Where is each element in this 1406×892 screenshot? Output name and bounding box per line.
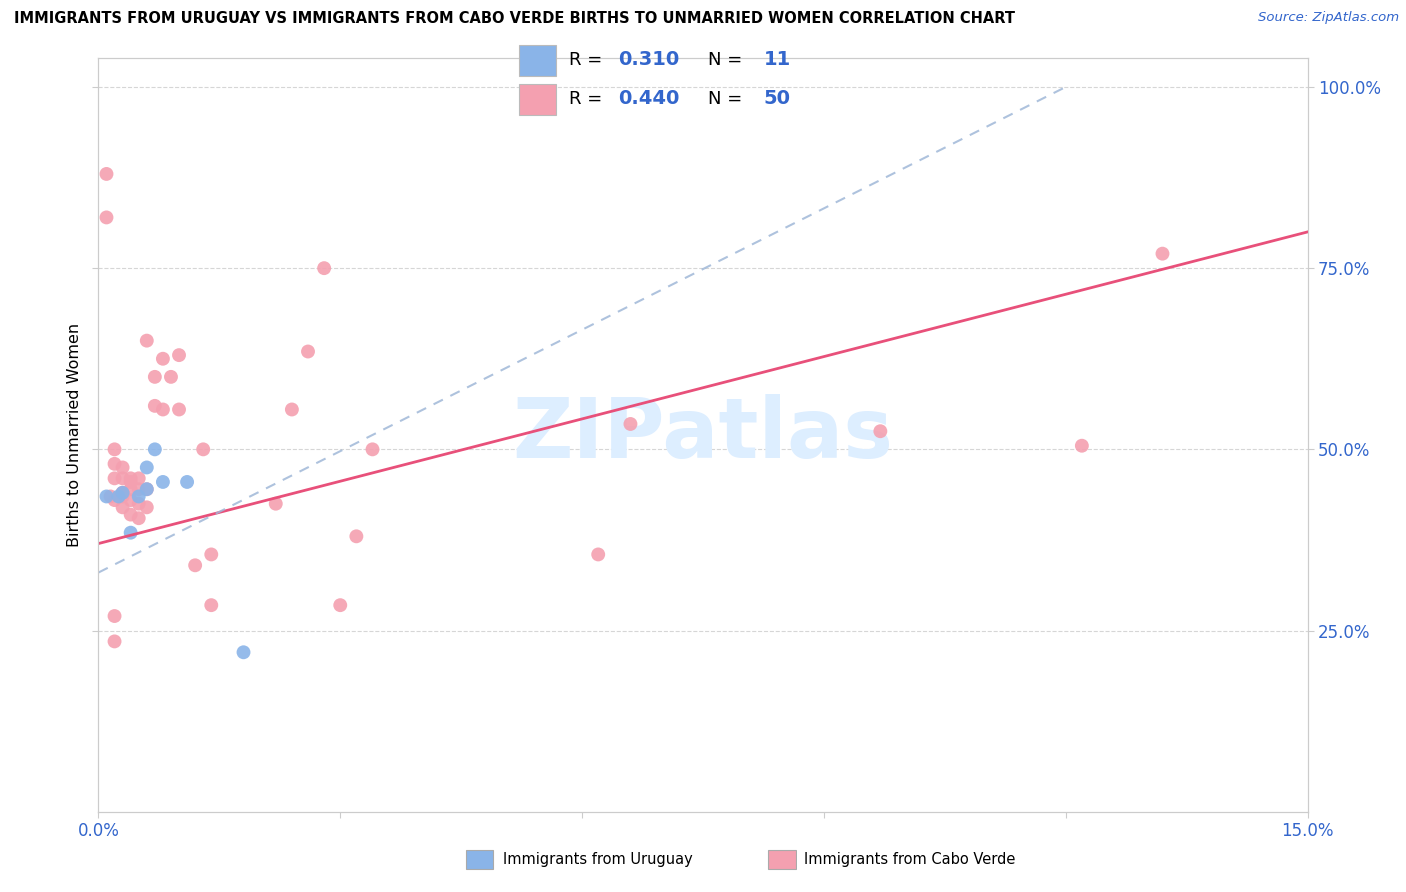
Point [619, 417, 641, 431]
Point [193, 442, 215, 457]
Point [200, 548, 222, 562]
Point [120, 525, 142, 540]
Point [111, 471, 134, 485]
Text: R =: R = [569, 90, 602, 108]
Point [200, 598, 222, 612]
Point [160, 370, 183, 384]
Text: Immigrants from Uruguay: Immigrants from Uruguay [503, 853, 693, 867]
Bar [768, 850, 796, 870]
Text: Source: ZipAtlas.com: Source: ZipAtlas.com [1258, 11, 1399, 24]
Y-axis label: Births to Unmarried Women: Births to Unmarried Women [66, 323, 82, 547]
Point [120, 508, 142, 522]
Point [1152, 246, 1174, 260]
Point [344, 529, 367, 543]
Text: N =: N = [707, 90, 742, 108]
Point [176, 475, 198, 489]
Point [103, 634, 125, 648]
Point [103, 493, 125, 508]
Point [128, 497, 150, 511]
Point [143, 370, 166, 384]
Point [135, 460, 157, 475]
Text: 11: 11 [763, 51, 792, 70]
Bar [465, 850, 494, 870]
Point [128, 511, 150, 525]
Text: 50: 50 [763, 89, 792, 109]
Point [120, 482, 142, 496]
Text: Immigrants from Cabo Verde: Immigrants from Cabo Verde [804, 853, 1015, 867]
Text: R =: R = [569, 51, 602, 69]
Point [103, 609, 125, 624]
Point [96, 490, 118, 504]
Point [143, 399, 166, 413]
Text: 0.310: 0.310 [619, 51, 679, 70]
Point [111, 490, 134, 504]
Point [111, 485, 134, 500]
Point [103, 471, 125, 485]
Point [135, 334, 157, 348]
Text: IMMIGRANTS FROM URUGUAY VS IMMIGRANTS FROM CABO VERDE BIRTHS TO UNMARRIED WOMEN : IMMIGRANTS FROM URUGUAY VS IMMIGRANTS FR… [14, 11, 1015, 26]
Point [111, 500, 134, 515]
Point [120, 475, 142, 489]
Text: N =: N = [707, 51, 742, 69]
Point [152, 351, 174, 366]
Text: 0.440: 0.440 [619, 89, 681, 109]
Bar [519, 84, 555, 114]
Point [107, 490, 129, 504]
Point [96, 167, 118, 181]
Point [111, 460, 134, 475]
Point [152, 475, 174, 489]
Point [128, 490, 150, 504]
Point [128, 482, 150, 496]
Text: ZIPatlas: ZIPatlas [513, 394, 893, 475]
Bar [519, 45, 555, 76]
Point [111, 485, 134, 500]
Point [103, 442, 125, 457]
Point [586, 548, 609, 562]
Point [264, 497, 287, 511]
Point [103, 457, 125, 471]
Point [96, 211, 118, 225]
Point [152, 402, 174, 417]
Point [135, 482, 157, 496]
Point [184, 558, 207, 573]
Point [314, 261, 336, 276]
Point [281, 402, 304, 417]
Point [135, 482, 157, 496]
Point [361, 442, 384, 457]
Point [100, 490, 122, 504]
Point [135, 500, 157, 515]
Point [120, 493, 142, 508]
Point [329, 598, 352, 612]
Point [167, 402, 190, 417]
Point [143, 442, 166, 457]
Point [1070, 439, 1092, 453]
Point [120, 471, 142, 485]
Point [128, 471, 150, 485]
Point [869, 424, 891, 438]
Point [232, 645, 254, 659]
Point [167, 348, 190, 362]
Point [111, 485, 134, 500]
Point [297, 344, 319, 359]
